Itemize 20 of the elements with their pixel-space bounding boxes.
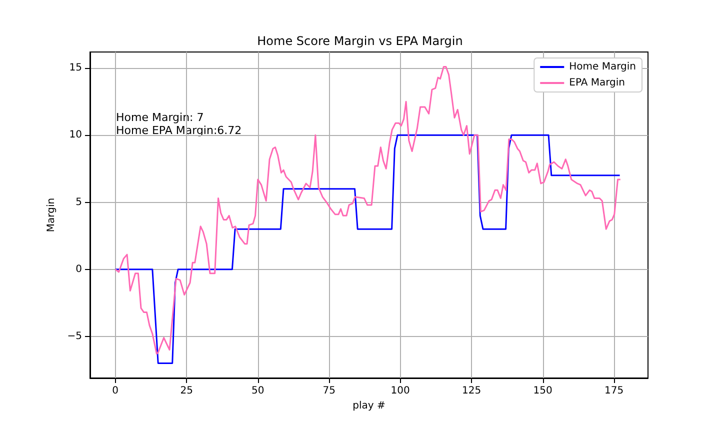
y-tick-label: 0: [76, 264, 82, 275]
chart-title: Home Score Margin vs EPA Margin: [257, 34, 463, 48]
x-tick-label: 25: [180, 386, 193, 396]
x-axis-title: play #: [352, 400, 386, 412]
x-tick-label: 75: [322, 386, 336, 396]
x-tick-label: 100: [390, 386, 410, 396]
x-tick-label: 50: [251, 386, 264, 396]
y-tick-label: 10: [69, 130, 82, 141]
y-tick-label: 15: [69, 62, 82, 74]
x-tick-label: 150: [533, 386, 552, 396]
legend-label: EPA Margin: [569, 78, 626, 88]
annotation: Home Margin: 7: [116, 111, 204, 124]
y-tick-label: −5: [67, 330, 82, 342]
x-tick-label: 175: [604, 386, 624, 396]
annotation: Home EPA Margin:6.72: [116, 124, 242, 137]
legend-label: Home Margin: [569, 62, 636, 72]
x-tick-label: 0: [112, 386, 119, 396]
y-axis-title: Margin: [46, 198, 57, 232]
y-tick-label: 5: [76, 196, 82, 208]
x-tick-label: 125: [462, 386, 482, 396]
